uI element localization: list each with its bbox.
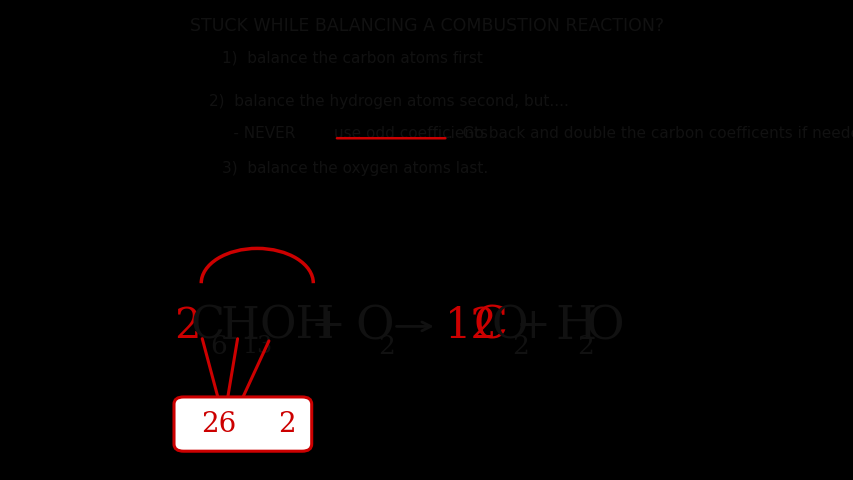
Text: 2: 2 (278, 411, 296, 438)
Text: 3)  balance the oxygen atoms last.: 3) balance the oxygen atoms last. (222, 161, 488, 176)
Text: O: O (490, 305, 527, 348)
Text: H: H (220, 305, 259, 348)
Text: O: O (585, 304, 624, 349)
Text: 6: 6 (210, 334, 227, 359)
Text: .  Go back and double the carbon coefficents if needed: . Go back and double the carbon coeffice… (448, 126, 853, 141)
Text: 2: 2 (174, 305, 200, 348)
Text: C: C (473, 305, 507, 348)
Text: 1)  balance the carbon atoms first: 1) balance the carbon atoms first (222, 50, 482, 65)
Text: 2)  balance the hydrogen atoms second, but....: 2) balance the hydrogen atoms second, bu… (209, 94, 568, 108)
Text: 26: 26 (201, 411, 236, 438)
FancyBboxPatch shape (174, 397, 311, 451)
Text: 12: 12 (444, 305, 497, 348)
Text: H: H (554, 304, 595, 349)
Text: 13: 13 (242, 335, 272, 358)
Text: 2: 2 (378, 334, 395, 359)
Text: OH: OH (259, 305, 334, 348)
Text: 2: 2 (577, 334, 594, 359)
Text: 2: 2 (512, 334, 529, 359)
Text: +: + (514, 305, 549, 348)
Text: STUCK WHILE BALANCING A COMBUSTION REACTION?: STUCK WHILE BALANCING A COMBUSTION REACT… (189, 17, 664, 35)
Text: - NEVER: - NEVER (209, 126, 300, 141)
Text: O: O (355, 304, 393, 349)
Text: C: C (190, 305, 223, 348)
Text: use odd coefficients: use odd coefficients (334, 126, 488, 141)
Text: +: + (310, 305, 345, 348)
